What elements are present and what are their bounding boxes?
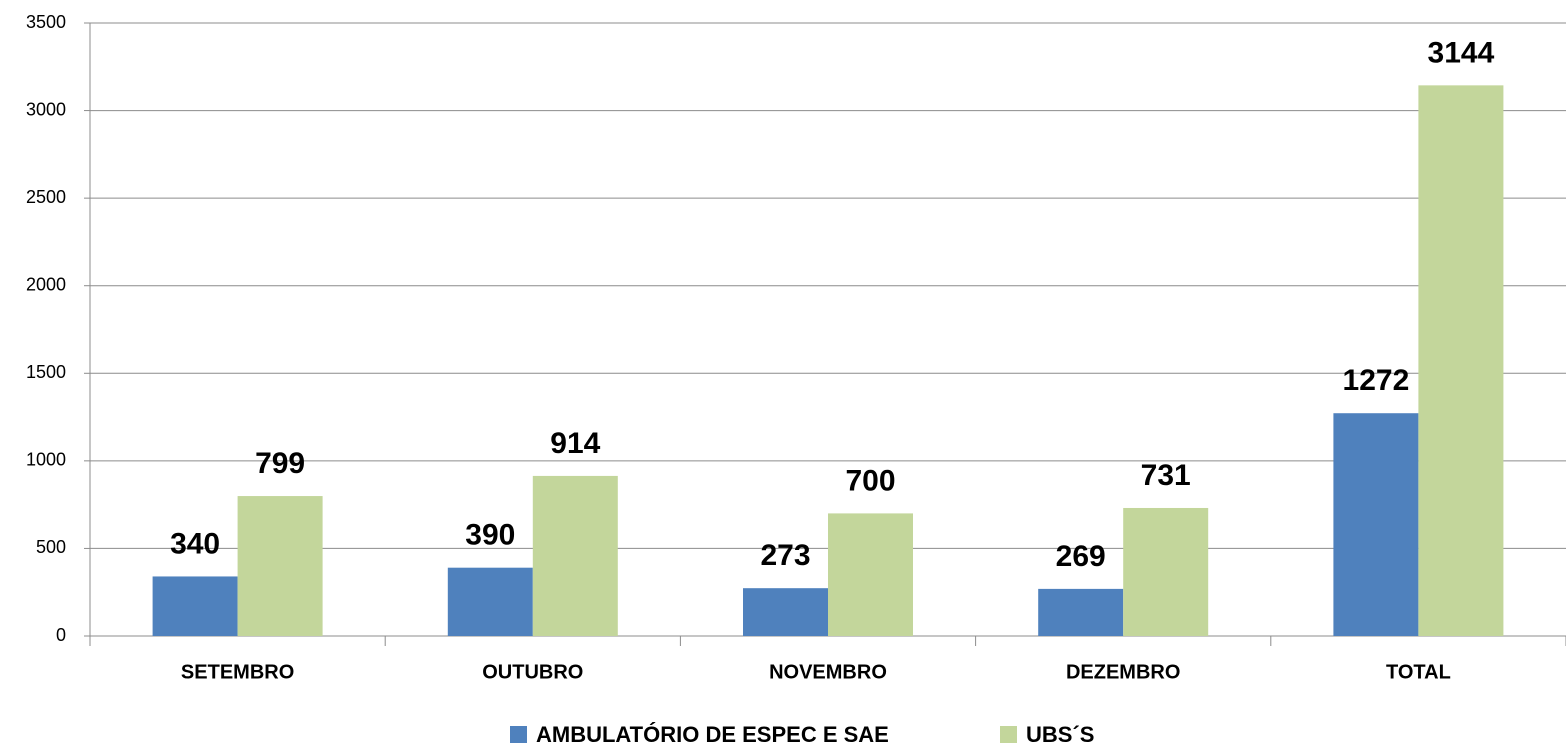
y-tick-label: 0 (56, 625, 66, 645)
bar (828, 513, 913, 636)
data-label: 340 (170, 527, 220, 560)
x-tick-label: SETEMBRO (181, 661, 294, 683)
data-label: 1272 (1343, 364, 1410, 397)
y-tick-label: 500 (36, 537, 66, 557)
data-label: 3144 (1428, 36, 1495, 69)
y-tick-label: 2000 (26, 274, 66, 294)
data-label: 390 (465, 519, 515, 552)
x-tick-label: NOVEMBRO (769, 661, 887, 683)
x-tick-label: TOTAL (1386, 661, 1451, 683)
y-tick-label: 3500 (26, 12, 66, 32)
bar (1333, 413, 1419, 636)
bar (1123, 507, 1209, 636)
y-tick-label: 1000 (26, 450, 66, 470)
legend-label: AMBULATÓRIO DE ESPEC E SAE (536, 722, 889, 747)
bar (532, 475, 618, 636)
bar (152, 576, 238, 636)
y-tick-label: 2500 (26, 187, 66, 207)
bar (1418, 85, 1504, 637)
data-label: 269 (1056, 540, 1106, 573)
y-tick-label: 3000 (26, 99, 66, 119)
x-tick-label: OUTUBRO (482, 661, 583, 683)
bar (1038, 588, 1124, 636)
bar (447, 567, 533, 636)
legend-swatch (1000, 726, 1017, 743)
bar (743, 588, 828, 636)
data-label: 914 (550, 427, 600, 460)
data-label: 731 (1141, 459, 1191, 492)
legend-label: UBS´S (1026, 722, 1094, 747)
legend-swatch (510, 726, 527, 743)
data-label: 799 (255, 447, 305, 480)
data-label: 700 (845, 464, 895, 497)
data-label: 273 (760, 539, 810, 572)
x-tick-label: DEZEMBRO (1066, 661, 1180, 683)
bar (237, 496, 323, 636)
y-tick-label: 1500 (26, 362, 66, 382)
